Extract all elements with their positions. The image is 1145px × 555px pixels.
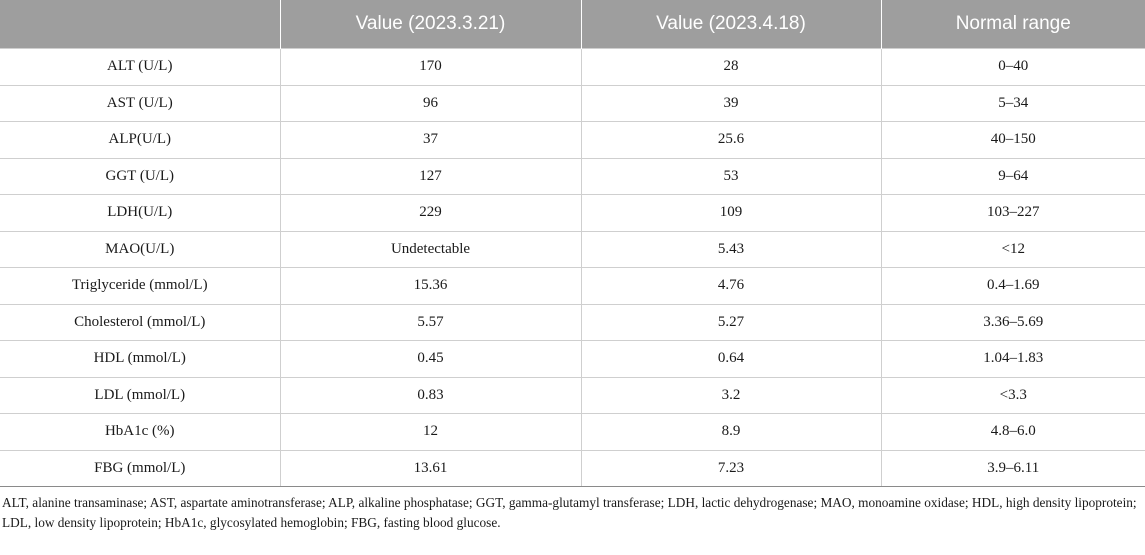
table-row: Triglyceride (mmol/L) 15.36 4.76 0.4–1.6… [0, 267, 1145, 305]
cell-value-second: 39 [580, 84, 882, 122]
cell-test-name: Cholesterol (mmol/L) [0, 303, 281, 341]
cell-normal-range: 9–64 [880, 157, 1145, 195]
cell-value-first: 5.57 [279, 303, 582, 341]
cell-value-second: 5.27 [580, 303, 882, 341]
header-cell-value-second: Value (2023.4.18) [580, 0, 882, 49]
cell-value-second: 3.2 [580, 376, 882, 414]
cell-value-second: 0.64 [580, 340, 882, 378]
table-footnote: ALT, alanine transaminase; AST, aspartat… [2, 495, 1137, 530]
cell-test-name: LDL (mmol/L) [0, 376, 281, 414]
cell-value-first: 127 [279, 157, 582, 195]
cell-value-second: 5.43 [580, 230, 882, 268]
cell-value-second: 7.23 [580, 449, 882, 487]
cell-test-name: ALP(U/L) [0, 121, 281, 159]
cell-normal-range: 1.04–1.83 [880, 340, 1145, 378]
cell-normal-range: <3.3 [880, 376, 1145, 414]
cell-normal-range: 0.4–1.69 [880, 267, 1145, 305]
cell-value-second: 28 [580, 48, 882, 86]
cell-test-name: HDL (mmol/L) [0, 340, 281, 378]
cell-value-second: 4.76 [580, 267, 882, 305]
cell-value-first: 15.36 [279, 267, 582, 305]
cell-test-name: FBG (mmol/L) [0, 449, 281, 487]
cell-value-first: 0.83 [279, 376, 582, 414]
table-row: ALT (U/L) 170 28 0–40 [0, 48, 1145, 86]
cell-value-first: Undetectable [279, 230, 582, 268]
cell-normal-range: <12 [880, 230, 1145, 268]
cell-test-name: ALT (U/L) [0, 48, 281, 86]
cell-test-name: MAO(U/L) [0, 230, 281, 268]
cell-test-name: GGT (U/L) [0, 157, 281, 195]
cell-test-name: Triglyceride (mmol/L) [0, 267, 281, 305]
table-row: AST (U/L) 96 39 5–34 [0, 84, 1145, 122]
table-row: LDH(U/L) 229 109 103–227 [0, 194, 1145, 232]
cell-value-first: 13.61 [279, 449, 582, 487]
cell-value-first: 37 [279, 121, 582, 159]
cell-test-name: HbA1c (%) [0, 413, 281, 451]
table-row: FBG (mmol/L) 13.61 7.23 3.9–6.11 [0, 449, 1145, 487]
header-cell-test [0, 0, 281, 49]
cell-normal-range: 103–227 [880, 194, 1145, 232]
cell-normal-range: 40–150 [880, 121, 1145, 159]
cell-normal-range: 5–34 [880, 84, 1145, 122]
cell-value-first: 229 [279, 194, 582, 232]
table-row: Cholesterol (mmol/L) 5.57 5.27 3.36–5.69 [0, 303, 1145, 341]
table-row: HDL (mmol/L) 0.45 0.64 1.04–1.83 [0, 340, 1145, 378]
cell-normal-range: 3.9–6.11 [880, 449, 1145, 487]
cell-value-first: 0.45 [279, 340, 582, 378]
cell-value-second: 8.9 [580, 413, 882, 451]
cell-value-first: 96 [279, 84, 582, 122]
cell-test-name: AST (U/L) [0, 84, 281, 122]
table-row: LDL (mmol/L) 0.83 3.2 <3.3 [0, 376, 1145, 414]
table-row: ALP(U/L) 37 25.6 40–150 [0, 121, 1145, 159]
table-row: MAO(U/L) Undetectable 5.43 <12 [0, 230, 1145, 268]
cell-test-name: LDH(U/L) [0, 194, 281, 232]
table-header-row: Value (2023.3.21) Value (2023.4.18) Norm… [0, 0, 1145, 49]
table-row: HbA1c (%) 12 8.9 4.8–6.0 [0, 413, 1145, 451]
cell-value-second: 25.6 [580, 121, 882, 159]
cell-normal-range: 0–40 [880, 48, 1145, 86]
header-cell-value-first: Value (2023.3.21) [279, 0, 582, 49]
lab-results-table: Value (2023.3.21) Value (2023.4.18) Norm… [0, 0, 1145, 487]
cell-normal-range: 3.36–5.69 [880, 303, 1145, 341]
header-cell-normal-range: Normal range [880, 0, 1145, 49]
cell-value-first: 170 [279, 48, 582, 86]
table-row: GGT (U/L) 127 53 9–64 [0, 157, 1145, 195]
cell-value-second: 109 [580, 194, 882, 232]
cell-value-second: 53 [580, 157, 882, 195]
cell-value-first: 12 [279, 413, 582, 451]
cell-normal-range: 4.8–6.0 [880, 413, 1145, 451]
